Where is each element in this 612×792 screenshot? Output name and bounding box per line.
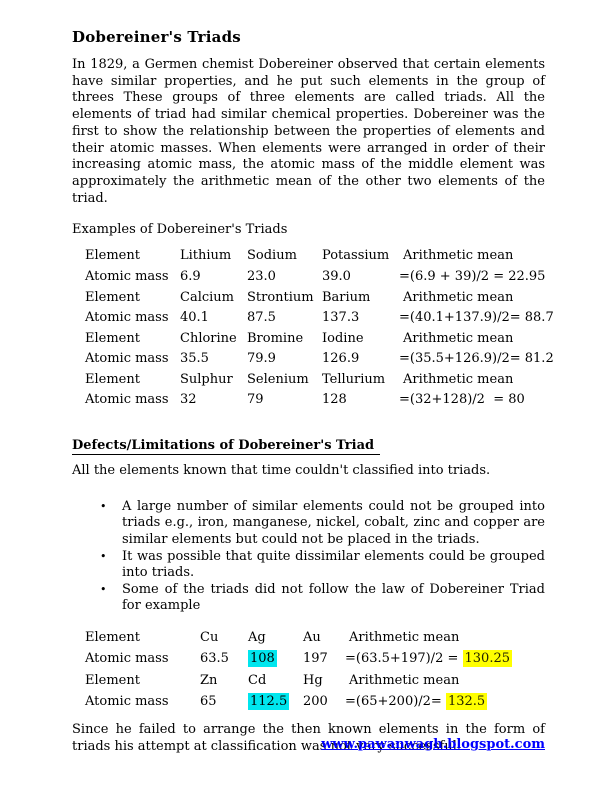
table-cell: 32 <box>180 392 197 408</box>
table-cell: Cd <box>248 672 267 688</box>
table-cell: Element <box>85 330 140 346</box>
table-cell: Element <box>85 371 140 387</box>
bullet-icon <box>100 499 122 549</box>
table-cell: Iodine <box>322 330 364 346</box>
table-cell: Sulphur <box>180 371 233 387</box>
table-cell: Hg <box>303 672 323 688</box>
table-cell: 63.5 <box>200 651 229 667</box>
document-content: Dobereiner's Triads In 1829, a Germen ch… <box>72 28 554 755</box>
table-cell: 23.0 <box>247 268 276 284</box>
closing-paragraph: Since he failed to arrange the then know… <box>72 721 545 754</box>
table-cell: Strontium <box>247 289 314 305</box>
table-cell: Atomic mass <box>85 310 169 326</box>
table-cell: Chlorine <box>180 330 237 346</box>
page-title: Dobereiner's Triads <box>72 28 241 46</box>
table-cell: 35.5 <box>180 351 209 367</box>
table-cell: Arithmetic mean <box>403 248 514 264</box>
table-cell: 200 <box>303 694 328 710</box>
defect-example-table: Element Cu Ag Au Arithmetic mean Atomic … <box>85 627 545 713</box>
table-cell: Arithmetic mean <box>349 629 460 645</box>
table-cell: 112.5 <box>248 691 303 713</box>
table-cell: Atomic mass <box>85 694 169 710</box>
table-cell: Ag <box>248 629 266 645</box>
table-cell: Arithmetic mean <box>349 672 460 688</box>
list-item: Some of the triads did not follow the la… <box>72 582 545 615</box>
table-cell: 79.9 <box>247 351 276 367</box>
table-cell: Cu <box>200 629 219 645</box>
table-cell: =(6.9 + 39)/2 = 22.95 <box>399 268 546 284</box>
table-cell: =(35.5+126.9)/2= 81.2 <box>399 351 554 367</box>
table-cell: 40.1 <box>180 310 209 326</box>
list-item: It was possible that quite dissimilar el… <box>72 549 545 582</box>
examples-heading: Examples of Dobereiner's Triads <box>72 222 288 238</box>
bullet-icon <box>100 549 122 582</box>
mean-equation: =(63.5+197)/2 = <box>345 651 463 667</box>
table-cell: 65 <box>200 694 217 710</box>
footer: www.pawanwagh.blogspot.com <box>321 737 545 752</box>
table-cell: =(65+200)/2= 132.5 <box>345 691 545 713</box>
footer-blog-link[interactable]: www.pawanwagh.blogspot.com <box>321 737 545 752</box>
intro-paragraph: In 1829, a Germen chemist Dobereiner obs… <box>72 57 545 206</box>
bullet-text: Some of the triads did not follow the la… <box>122 581 545 614</box>
bullet-icon <box>100 582 122 615</box>
table-cell: 197 <box>303 651 328 667</box>
table-cell: Element <box>85 248 140 264</box>
table-cell: Element <box>85 672 140 688</box>
table-cell: =(40.1+137.9)/2= 88.7 <box>399 310 554 326</box>
table-cell: Tellurium <box>322 371 386 387</box>
table-cell: =(63.5+197)/2 = 130.25 <box>345 648 545 670</box>
table-cell: 79 <box>247 392 264 408</box>
table-cell: 128 <box>322 392 347 408</box>
table-cell: Zn <box>200 672 218 688</box>
table-cell: Atomic mass <box>85 351 169 367</box>
table-cell: Arithmetic mean <box>403 289 514 305</box>
table-cell: 87.5 <box>247 310 276 326</box>
table-cell: Atomic mass <box>85 651 169 667</box>
defects-bullet-list: A large number of similar elements could… <box>72 499 545 615</box>
defects-intro: All the elements known that time couldn'… <box>72 463 491 479</box>
table-cell: Element <box>85 629 140 645</box>
highlighted-mean: 132.5 <box>445 693 488 711</box>
table-cell: 39.0 <box>322 268 351 284</box>
bullet-text: A large number of similar elements could… <box>122 498 545 547</box>
table-cell: 6.9 <box>180 268 201 284</box>
table-cell: 108 <box>248 648 303 670</box>
mean-equation: =(65+200)/2= <box>345 694 446 710</box>
table-cell: Sodium <box>247 248 297 264</box>
table-cell: Bromine <box>247 330 304 346</box>
table-cell: Atomic mass <box>85 392 169 408</box>
table-cell: Arithmetic mean <box>403 371 514 387</box>
table-cell: Calcium <box>180 289 234 305</box>
highlighted-value: 112.5 <box>248 693 290 711</box>
triads-table: Element Lithium Sodium Potassium Arithme… <box>85 246 554 411</box>
table-cell: Barium <box>322 289 371 305</box>
table-cell: Selenium <box>247 371 309 387</box>
table-cell: Arithmetic mean <box>403 330 514 346</box>
table-cell: Lithium <box>180 248 232 264</box>
table-cell: Potassium <box>322 248 390 264</box>
table-cell: 126.9 <box>322 351 360 367</box>
list-item: A large number of similar elements could… <box>72 499 545 549</box>
defects-heading: Defects/Limitations of Dobereiner's Tria… <box>72 438 545 456</box>
highlighted-value: 108 <box>248 650 277 668</box>
bullet-text: It was possible that quite dissimilar el… <box>122 548 545 581</box>
table-cell: 137.3 <box>322 310 360 326</box>
highlighted-mean: 130.25 <box>462 650 512 668</box>
defects-heading-text: Defects/Limitations of Dobereiner's Tria… <box>72 438 381 456</box>
table-cell: Element <box>85 289 140 305</box>
table-cell: =(32+128)/2 = 80 <box>399 392 525 408</box>
table-cell: Au <box>303 629 321 645</box>
table-cell: Atomic mass <box>85 268 169 284</box>
